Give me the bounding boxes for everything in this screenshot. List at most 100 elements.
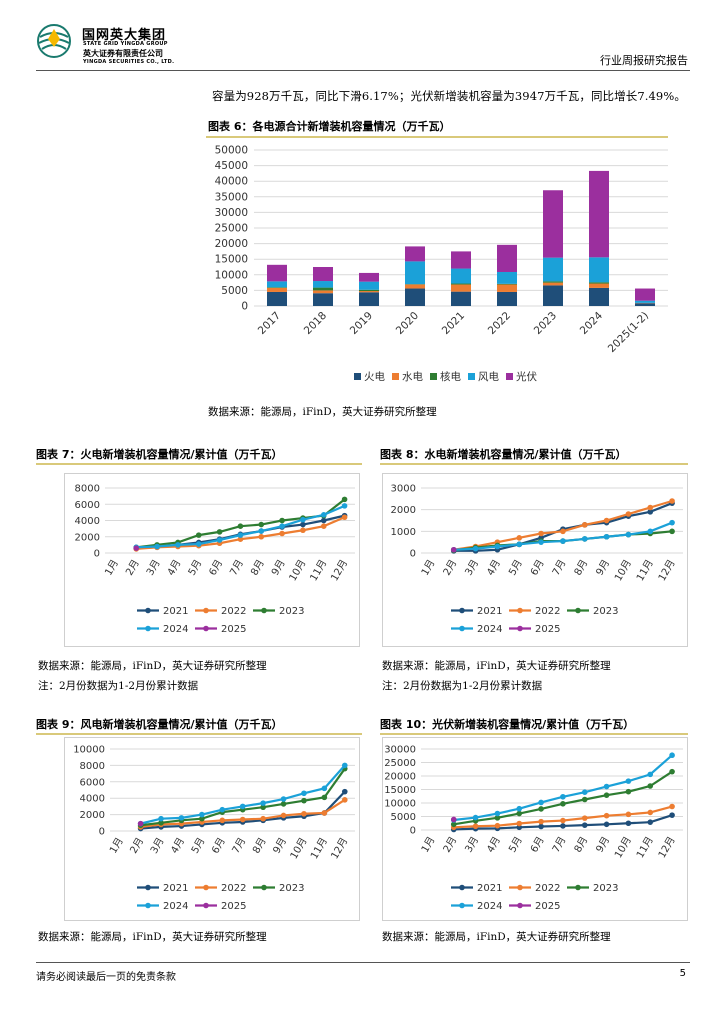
legend-marker-2024 xyxy=(459,625,465,632)
bar-segment-hydro xyxy=(267,287,287,292)
legend-marker-2021 xyxy=(459,884,465,891)
bar-segment-fire xyxy=(313,293,333,306)
data-point-2024 xyxy=(516,805,523,812)
data-point-2024 xyxy=(260,800,266,806)
data-point-2022 xyxy=(472,823,479,830)
x-tick-label: 1月 xyxy=(107,836,126,856)
legend-label: 2024 xyxy=(477,624,502,635)
data-point-2023 xyxy=(216,529,223,535)
data-point-2022 xyxy=(669,498,675,504)
chart8-line-chart: 0 1000 2000 3000 1月 2月 3月 4月 5月 6月 7月 8月 9月 10月 11月 12月… xyxy=(391,484,683,635)
legend-marker-2022 xyxy=(517,607,523,614)
data-point-2022 xyxy=(647,809,654,816)
x-tick-label: 2020 xyxy=(394,310,421,337)
y-tick-label: 2000 xyxy=(80,810,105,821)
legend-swatch-nuclear xyxy=(430,373,437,380)
x-tick-label: 5月 xyxy=(506,558,525,578)
data-point-2023 xyxy=(279,517,285,524)
bar-segment-nuclear xyxy=(313,287,333,291)
bar-segment-solar xyxy=(543,190,563,258)
y-tick-label: 50000 xyxy=(215,145,248,157)
x-tick-label: 5月 xyxy=(189,836,208,856)
x-tick-label: 8月 xyxy=(572,835,591,855)
data-point-2024 xyxy=(494,810,501,817)
bar-segment-wind xyxy=(497,271,517,284)
data-point-2023 xyxy=(669,528,675,535)
y-tick-label: 8000 xyxy=(75,484,100,495)
x-tick-label: 10月 xyxy=(288,836,310,862)
data-point-2023 xyxy=(301,797,307,804)
legend-label: 2022 xyxy=(221,883,246,894)
y-tick-label: 8000 xyxy=(80,761,105,772)
x-tick-label: 4月 xyxy=(168,836,187,856)
chart9-caption: 图表 9：风电新增装机容量情况/累计值（万千瓦） xyxy=(36,718,283,731)
data-point-2022 xyxy=(341,797,348,803)
legend-label: 2022 xyxy=(535,883,560,894)
x-tick-label: 11月 xyxy=(308,558,330,584)
data-point-2024 xyxy=(300,516,306,523)
data-point-2024 xyxy=(258,528,265,534)
data-point-2023 xyxy=(450,821,457,828)
x-tick-label: 7月 xyxy=(230,836,249,856)
footer-divider xyxy=(36,962,690,963)
bar-segment-solar xyxy=(313,267,333,282)
chart7-note: 注：2月份数据为1-2月份累计数据 xyxy=(38,680,199,692)
data-point-2024 xyxy=(538,539,544,545)
bar-segment-wind xyxy=(589,257,609,283)
bar-segment-hydro xyxy=(497,284,517,292)
data-point-2021 xyxy=(647,509,654,515)
data-point-2024 xyxy=(603,783,610,790)
data-point-2024 xyxy=(216,537,223,543)
bar-segment-hydro xyxy=(359,291,379,293)
data-point-2024 xyxy=(625,531,632,538)
data-point-2022 xyxy=(603,517,610,524)
chart8-frame: 0 1000 2000 3000 1月 2月 3月 4月 5月 6月 7月 8月 9月 10月 11月 12月… xyxy=(382,473,688,647)
x-tick-label: 1月 xyxy=(419,835,438,855)
data-point-2024 xyxy=(581,536,588,542)
x-tick-label: 10月 xyxy=(612,835,634,861)
data-point-2024 xyxy=(178,815,185,821)
data-point-2024 xyxy=(158,815,164,822)
data-point-2023 xyxy=(494,815,501,821)
legend-marker-2022 xyxy=(203,884,209,891)
y-tick-label: 10000 xyxy=(73,745,105,756)
bar-segment-fire xyxy=(267,291,287,306)
report-type: 行业周报研究报告 xyxy=(600,54,688,67)
y-tick-label: 5000 xyxy=(221,285,248,297)
x-tick-label: 3月 xyxy=(144,558,163,578)
bar-segment-nuclear xyxy=(543,281,563,283)
brand-cn: 国网英大集团 xyxy=(82,28,167,43)
y-tick-label: 10000 xyxy=(215,269,248,281)
bar-segment-solar xyxy=(635,288,655,301)
x-tick-label: 6月 xyxy=(528,558,547,578)
data-point-2022 xyxy=(581,815,588,821)
data-point-2023 xyxy=(581,796,588,803)
data-point-2024 xyxy=(494,543,501,550)
data-point-2022 xyxy=(625,511,632,517)
bar-segment-nuclear xyxy=(497,283,517,285)
y-tick-label: 2000 xyxy=(391,505,416,516)
data-point-2024 xyxy=(301,790,307,797)
legend-marker-2023 xyxy=(575,884,581,891)
legend-swatch-fire xyxy=(354,373,361,380)
data-point-2022 xyxy=(560,528,566,535)
legend-label: 2021 xyxy=(477,606,502,617)
y-tick-label: 0 xyxy=(410,826,416,837)
brand-sub-cn: 英大证券有限责任公司 xyxy=(83,49,163,58)
data-point-2022 xyxy=(280,812,287,819)
x-tick-label: 2023 xyxy=(532,310,559,337)
page-number: 5 xyxy=(679,968,686,979)
data-point-2022 xyxy=(219,817,226,824)
chart10-frame: 0 5000 10000 15000 20000 25000 30000 1月 2月 3月 4月 5月… xyxy=(382,737,688,921)
data-point-2023 xyxy=(560,801,566,807)
y-tick-label: 20000 xyxy=(215,238,248,250)
data-point-2023 xyxy=(260,804,266,811)
y-tick-label: 1000 xyxy=(391,527,416,538)
x-tick-label: 4月 xyxy=(165,558,184,578)
data-point-2021 xyxy=(538,823,544,830)
bar-segment-fire xyxy=(589,287,609,306)
x-tick-label: 8月 xyxy=(250,836,269,856)
data-point-2024 xyxy=(320,512,327,518)
x-tick-label: 1月 xyxy=(419,558,438,578)
data-point-2022 xyxy=(260,815,266,822)
